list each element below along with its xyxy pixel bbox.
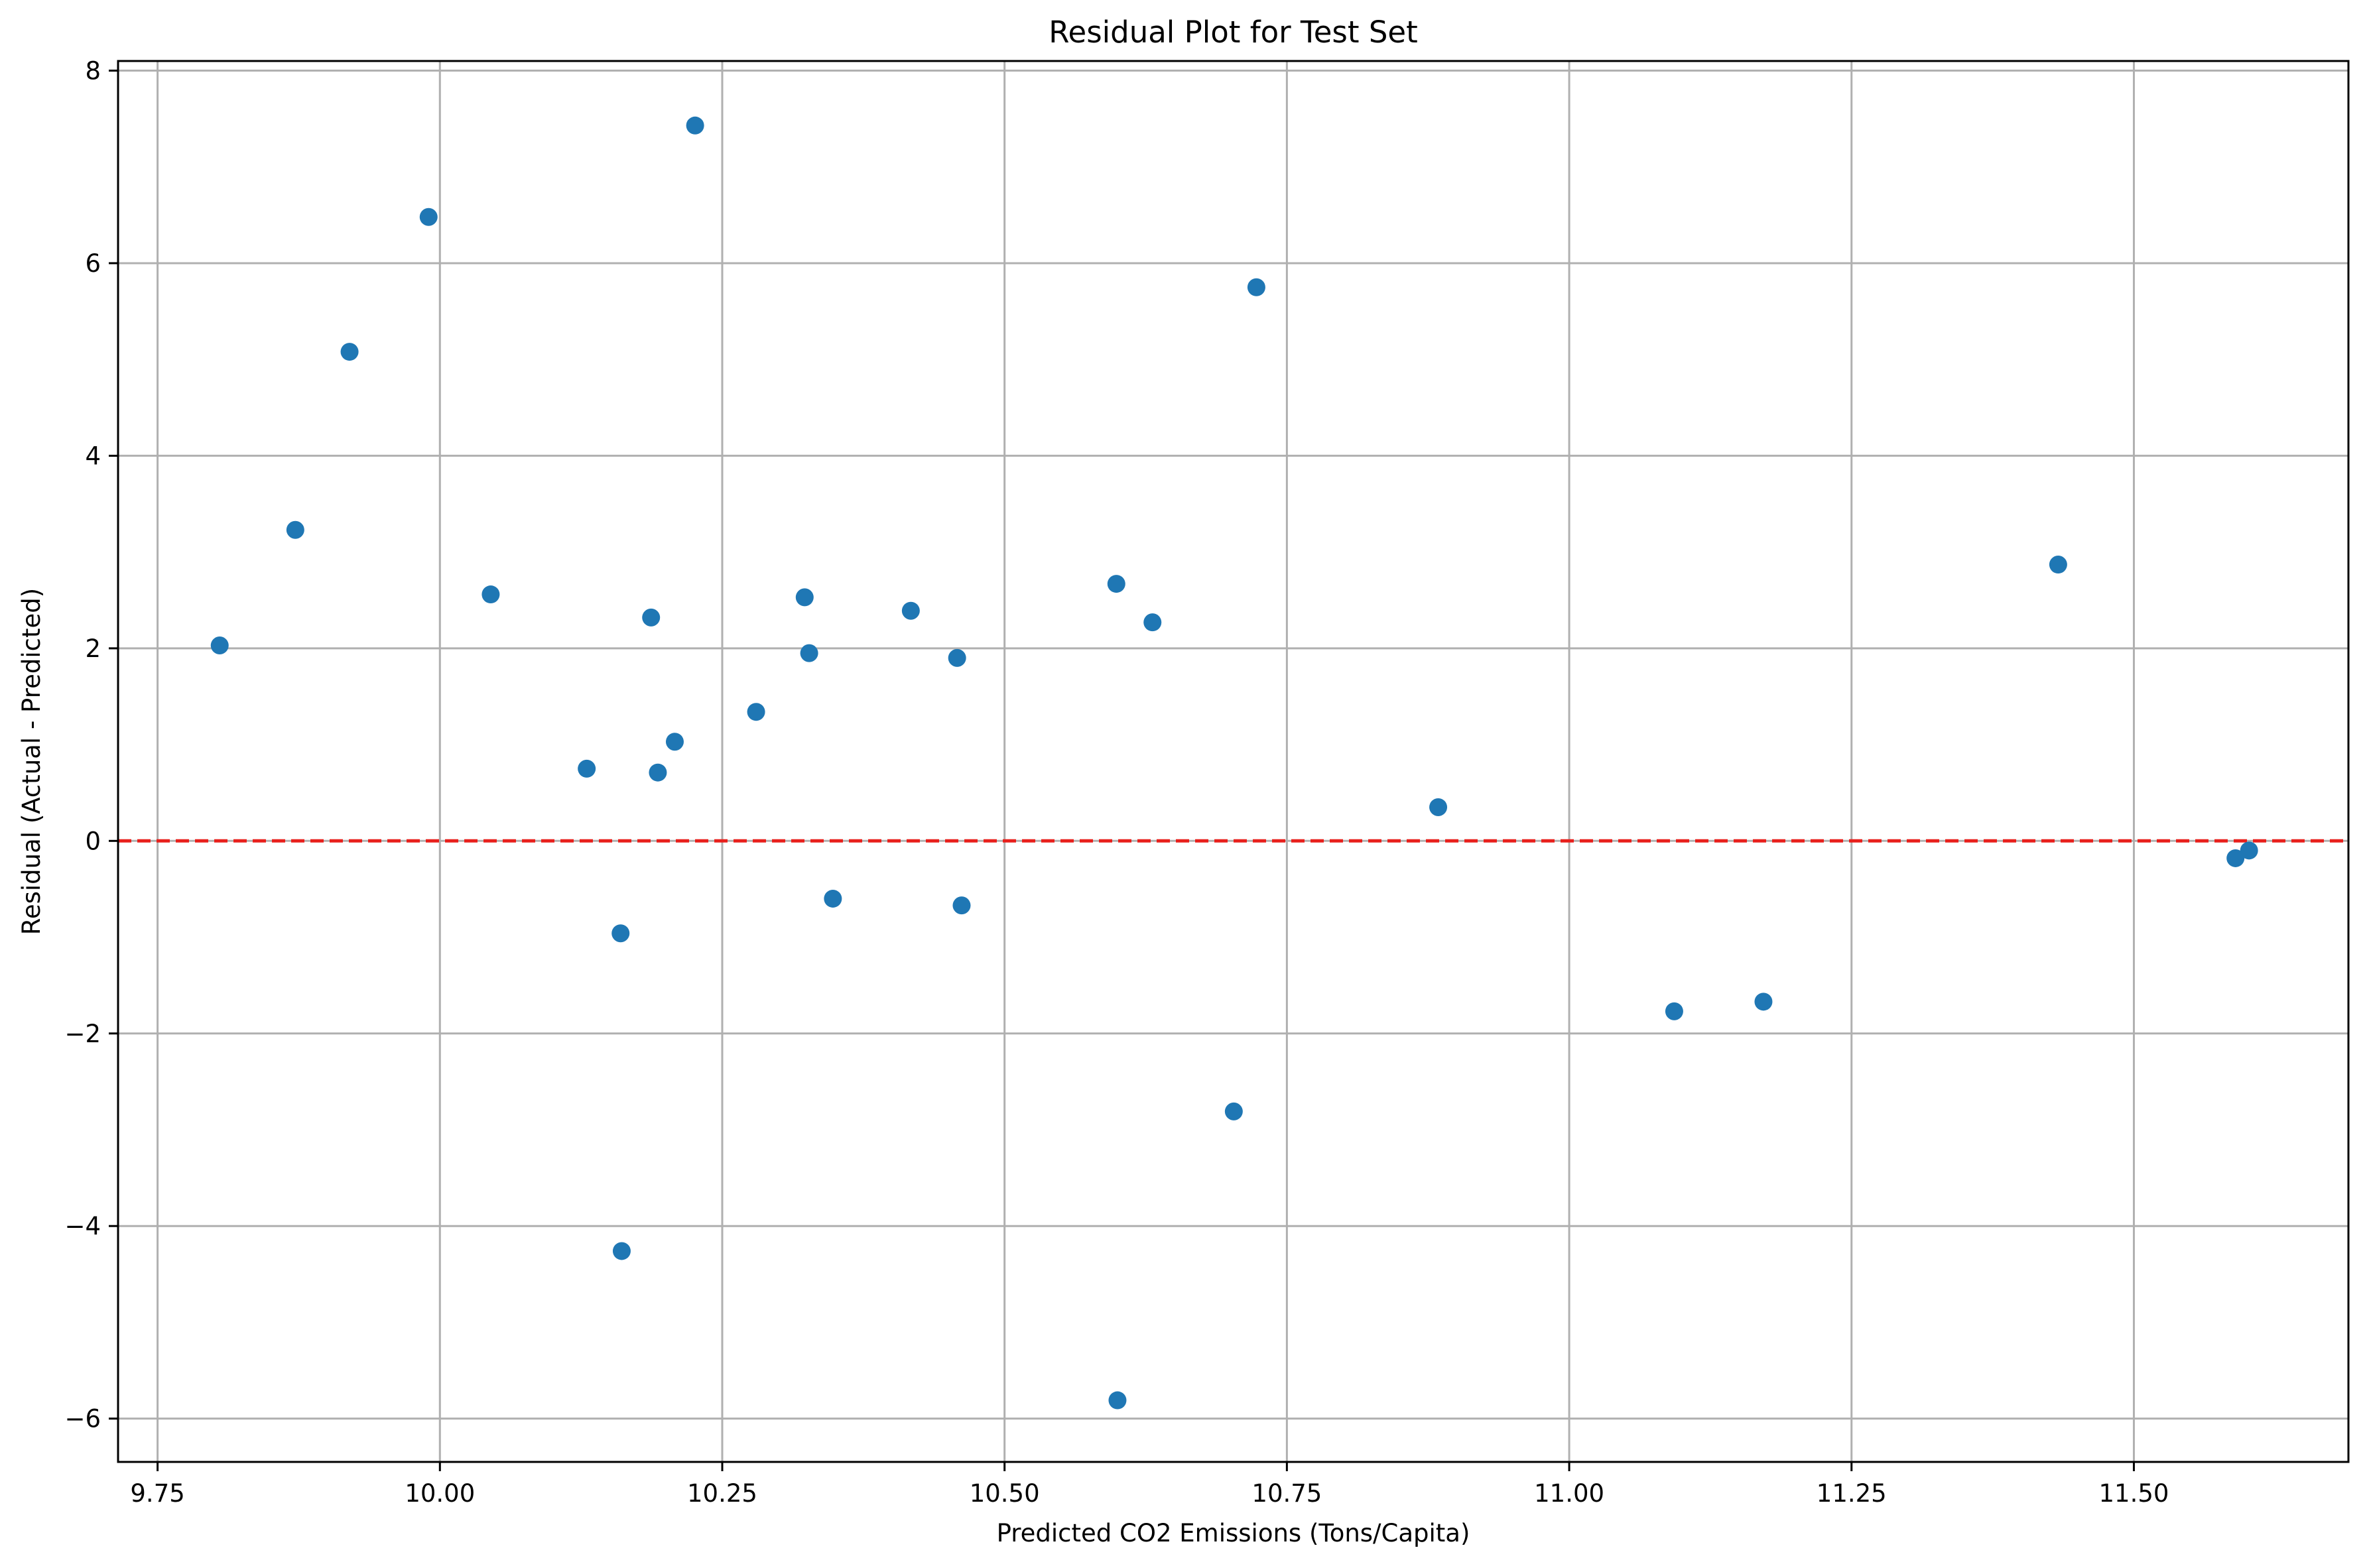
- data-point: [1107, 575, 1125, 593]
- data-point: [578, 759, 596, 778]
- data-point: [1224, 1102, 1243, 1120]
- data-point: [2240, 841, 2258, 860]
- data-point: [795, 588, 814, 607]
- x-tick-label: 10.50: [970, 1479, 1040, 1508]
- data-point: [642, 608, 661, 627]
- y-tick-label: 6: [85, 249, 101, 278]
- y-tick-label: 8: [85, 57, 101, 86]
- x-tick-label: 10.75: [1251, 1479, 1322, 1508]
- axis-ticks: 9.75 10.00 10.25 10.50 10.75 11.00 11.25 11.50 −…: [64, 57, 2169, 1508]
- data-point: [1429, 798, 1448, 816]
- data-point: [800, 644, 818, 662]
- data-points: [210, 116, 2258, 1410]
- data-point: [286, 520, 304, 539]
- data-point: [210, 636, 229, 655]
- data-point: [340, 343, 359, 361]
- data-point: [481, 585, 500, 604]
- data-point: [747, 703, 765, 721]
- y-tick-label: 2: [85, 634, 101, 663]
- x-tick-label: 11.00: [1534, 1479, 1604, 1508]
- data-point: [1754, 993, 1773, 1011]
- data-point: [665, 733, 684, 751]
- x-tick-label: 9.75: [130, 1479, 184, 1508]
- data-point: [612, 1242, 631, 1260]
- chart-title: Residual Plot for Test Set: [1049, 15, 1417, 50]
- data-point: [1665, 1002, 1683, 1020]
- data-point: [1247, 278, 1265, 296]
- y-tick-label: −4: [64, 1212, 101, 1240]
- data-point: [901, 601, 920, 620]
- data-point: [649, 763, 667, 782]
- data-point: [1108, 1391, 1127, 1410]
- data-point: [419, 208, 438, 226]
- axes-frame: [117, 60, 2350, 1463]
- data-point: [1143, 613, 1162, 632]
- x-tick-label: 10.00: [405, 1479, 475, 1508]
- data-point: [952, 896, 971, 915]
- data-point: [611, 924, 630, 943]
- data-point: [948, 648, 966, 667]
- y-tick-label: 0: [85, 827, 101, 855]
- data-point: [2049, 556, 2067, 574]
- y-axis-label: Residual (Actual - Predicted): [17, 588, 46, 935]
- x-tick-label: 11.50: [2099, 1479, 2169, 1508]
- x-tick-label: 10.25: [687, 1479, 757, 1508]
- y-tick-label: −2: [64, 1020, 101, 1048]
- data-point: [824, 889, 842, 908]
- y-tick-label: 4: [85, 442, 101, 470]
- data-point: [686, 116, 704, 135]
- x-tick-label: 11.25: [1817, 1479, 1887, 1508]
- x-axis-label: Predicted CO2 Emissions (Tons/Capita): [997, 1519, 1470, 1547]
- y-tick-label: −6: [64, 1405, 101, 1433]
- data-point: [2226, 849, 2245, 867]
